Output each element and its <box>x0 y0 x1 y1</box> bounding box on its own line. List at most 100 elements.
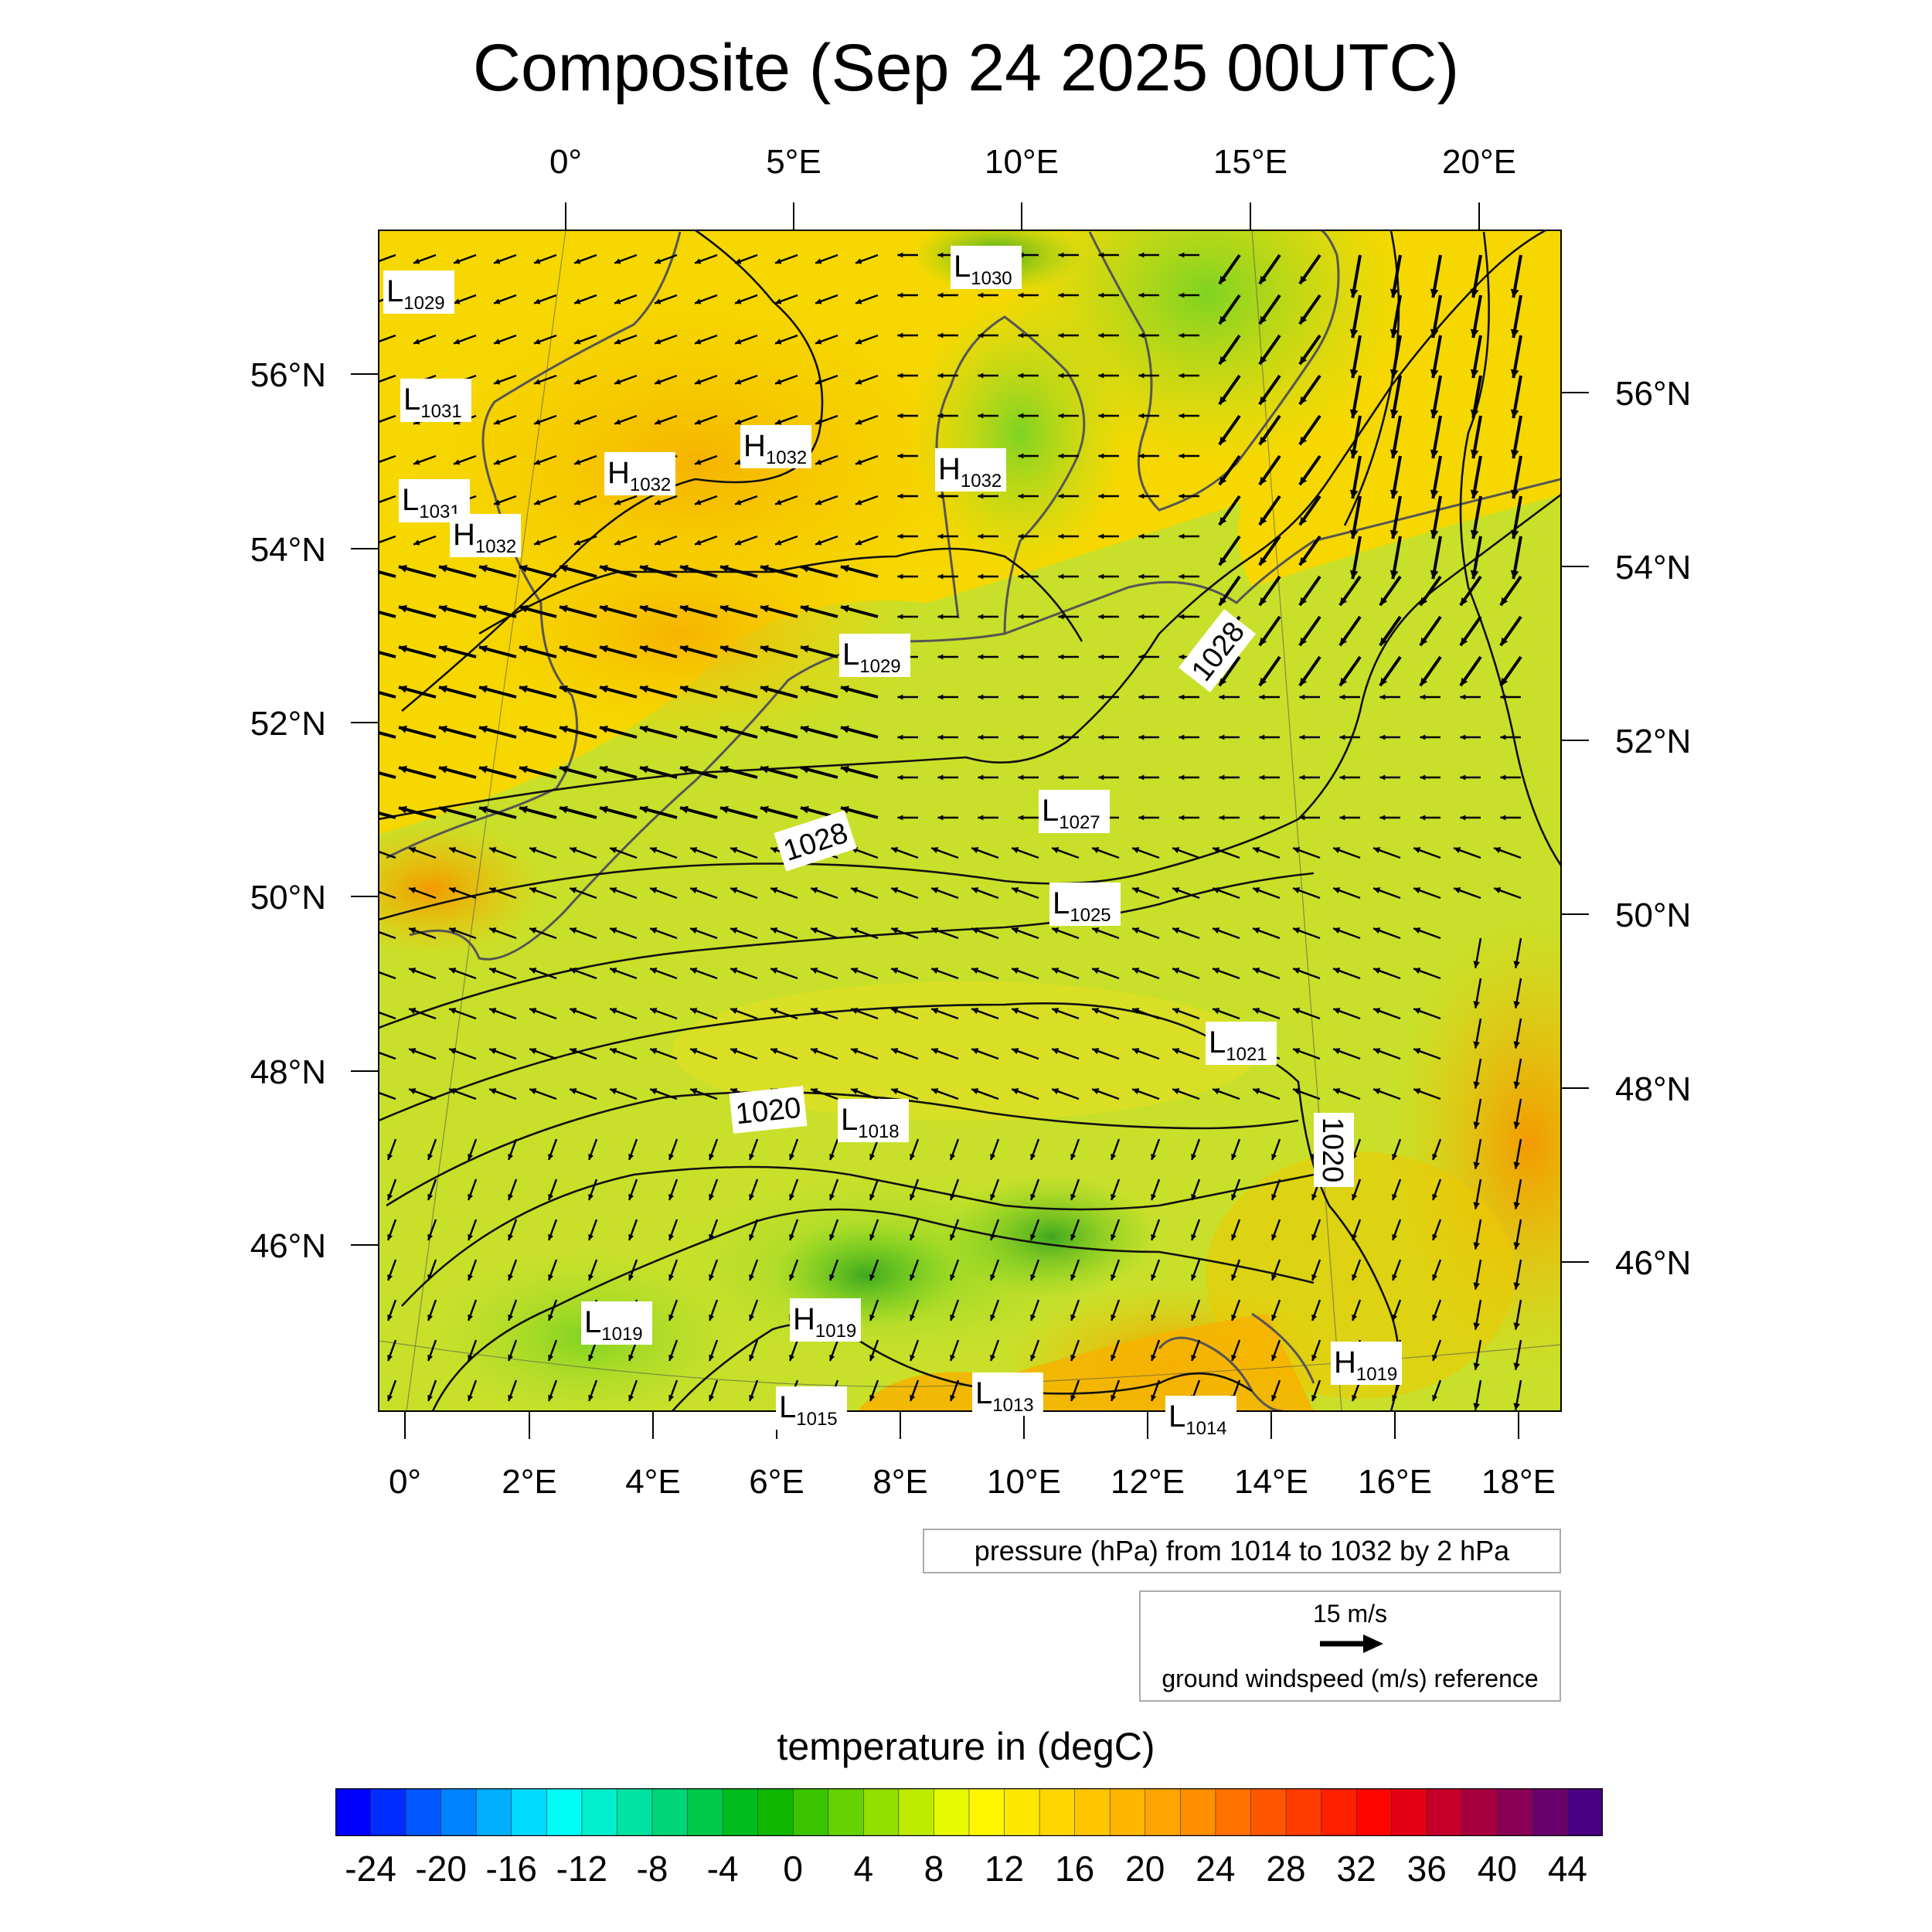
wind-arrow <box>1459 615 1482 647</box>
wind-arrow <box>1513 1259 1522 1290</box>
wind-arrow <box>978 815 998 821</box>
wind-arrow <box>1413 968 1441 980</box>
wind-arrow <box>937 332 958 338</box>
wind-arrow <box>815 253 838 264</box>
wind-arrow <box>850 887 879 900</box>
wind-arrow <box>679 725 718 739</box>
wind-arrow <box>1179 734 1199 740</box>
wind-arrow <box>1473 1018 1482 1049</box>
wind-arrow <box>519 685 557 699</box>
wind-arrow <box>869 1379 879 1402</box>
wind-arrow <box>478 805 517 819</box>
wind-arrow <box>668 1299 679 1321</box>
wind-arrow <box>730 887 758 900</box>
wind-arrow <box>1070 1259 1080 1281</box>
wind-arrow <box>1151 1179 1161 1201</box>
wind-arrow <box>1098 413 1119 419</box>
wind-arrow <box>1098 252 1119 258</box>
wind-arrow <box>609 1088 638 1100</box>
wind-arrow <box>1091 1048 1120 1060</box>
wind-arrow <box>488 1008 517 1020</box>
wind-arrow <box>897 252 918 258</box>
wind-arrow <box>1389 335 1402 379</box>
wind-arrow <box>897 614 918 620</box>
wind-arrow <box>1292 1048 1321 1060</box>
wind-arrow <box>897 815 918 821</box>
wind-arrow <box>588 1219 598 1241</box>
wind-arrow <box>1179 493 1199 499</box>
bottom-lon-label: 18°E <box>1481 1463 1556 1501</box>
wind-arrow <box>1179 614 1199 620</box>
wind-arrow <box>379 611 396 618</box>
wind-arrow <box>1500 734 1521 740</box>
wind-arrow <box>1231 1339 1241 1362</box>
wind-arrow <box>519 765 557 779</box>
wind-arrow <box>930 1088 959 1100</box>
wind-arrow <box>614 334 638 345</box>
wind-arrow <box>760 765 798 779</box>
pressure-center-label: L1018 <box>838 1099 909 1142</box>
wind-arrow <box>408 968 437 980</box>
wind-arrow <box>897 533 918 539</box>
wind-arrow <box>599 604 638 618</box>
wind-arrow <box>398 725 437 739</box>
wind-arrow <box>1513 1219 1522 1250</box>
wind-arrow <box>679 604 718 618</box>
svg-text:L1025: L1025 <box>1053 886 1111 926</box>
wind-arrow <box>800 765 838 779</box>
wind-arrow <box>1298 495 1321 526</box>
wind-arrow <box>990 1219 1000 1241</box>
wind-arrow <box>1392 1259 1402 1281</box>
wind-arrow <box>468 1259 478 1281</box>
wind-arrow <box>749 1379 759 1402</box>
wind-arrow <box>1259 694 1280 700</box>
wind-arrow <box>1430 536 1442 580</box>
wind-arrow <box>1349 455 1362 499</box>
wind-arrow <box>1311 1379 1321 1402</box>
wind-arrow <box>1011 927 1039 940</box>
wind-arrow <box>649 927 678 940</box>
colorbar-tick-label: 8 <box>923 1849 944 1889</box>
pressure-legend: pressure (hPa) from 1014 to 1032 by 2 hP… <box>923 1529 1561 1573</box>
wind-arrow <box>448 968 477 980</box>
wind-arrow <box>1339 815 1360 821</box>
wind-arrow <box>840 805 879 819</box>
wind-arrow <box>427 1259 437 1281</box>
wind-arrow <box>950 1179 960 1201</box>
wind-arrow <box>1011 1048 1039 1060</box>
colorbar-swatch <box>934 1788 970 1836</box>
wind-arrow <box>1219 734 1240 740</box>
right-lat-label: 56°N <box>1615 375 1691 413</box>
wind-arrow <box>829 1339 839 1362</box>
wind-arrow <box>910 1339 920 1362</box>
wind-arrow <box>1138 614 1159 620</box>
wind-arrow <box>990 1259 1000 1281</box>
wind-arrow <box>1111 1299 1121 1321</box>
wind-arrow <box>1111 1179 1121 1201</box>
wind-arrow <box>1332 1048 1361 1060</box>
wind-reference-text: ground windspeed (m/s) reference <box>1162 1665 1539 1692</box>
wind-arrow <box>734 334 758 345</box>
wind-arrow <box>774 253 798 264</box>
wind-arrow <box>1258 334 1281 366</box>
wind-arrow <box>573 414 597 425</box>
colorbar-swatch <box>1145 1788 1182 1836</box>
wind-arrow <box>1349 294 1362 338</box>
pressure-center-label: L1013 <box>972 1372 1043 1416</box>
wind-arrow <box>930 847 959 859</box>
wind-arrow <box>1432 1138 1442 1161</box>
wind-arrow <box>1389 375 1402 419</box>
wind-arrow <box>689 1048 718 1060</box>
wind-arrow <box>1332 968 1361 980</box>
wind-arrow <box>1510 455 1522 499</box>
wind-arrow <box>654 414 678 425</box>
wind-arrow <box>829 1138 839 1161</box>
wind-arrow <box>1051 1008 1080 1020</box>
wind-arrow <box>1191 1179 1201 1201</box>
wind-arrow <box>1473 1098 1482 1129</box>
wind-arrow <box>654 495 678 505</box>
wind-arrow <box>1493 847 1522 859</box>
left-lat-label: 56°N <box>250 356 326 394</box>
wind-arrow <box>628 1379 638 1402</box>
wind-arrow <box>1460 774 1481 781</box>
